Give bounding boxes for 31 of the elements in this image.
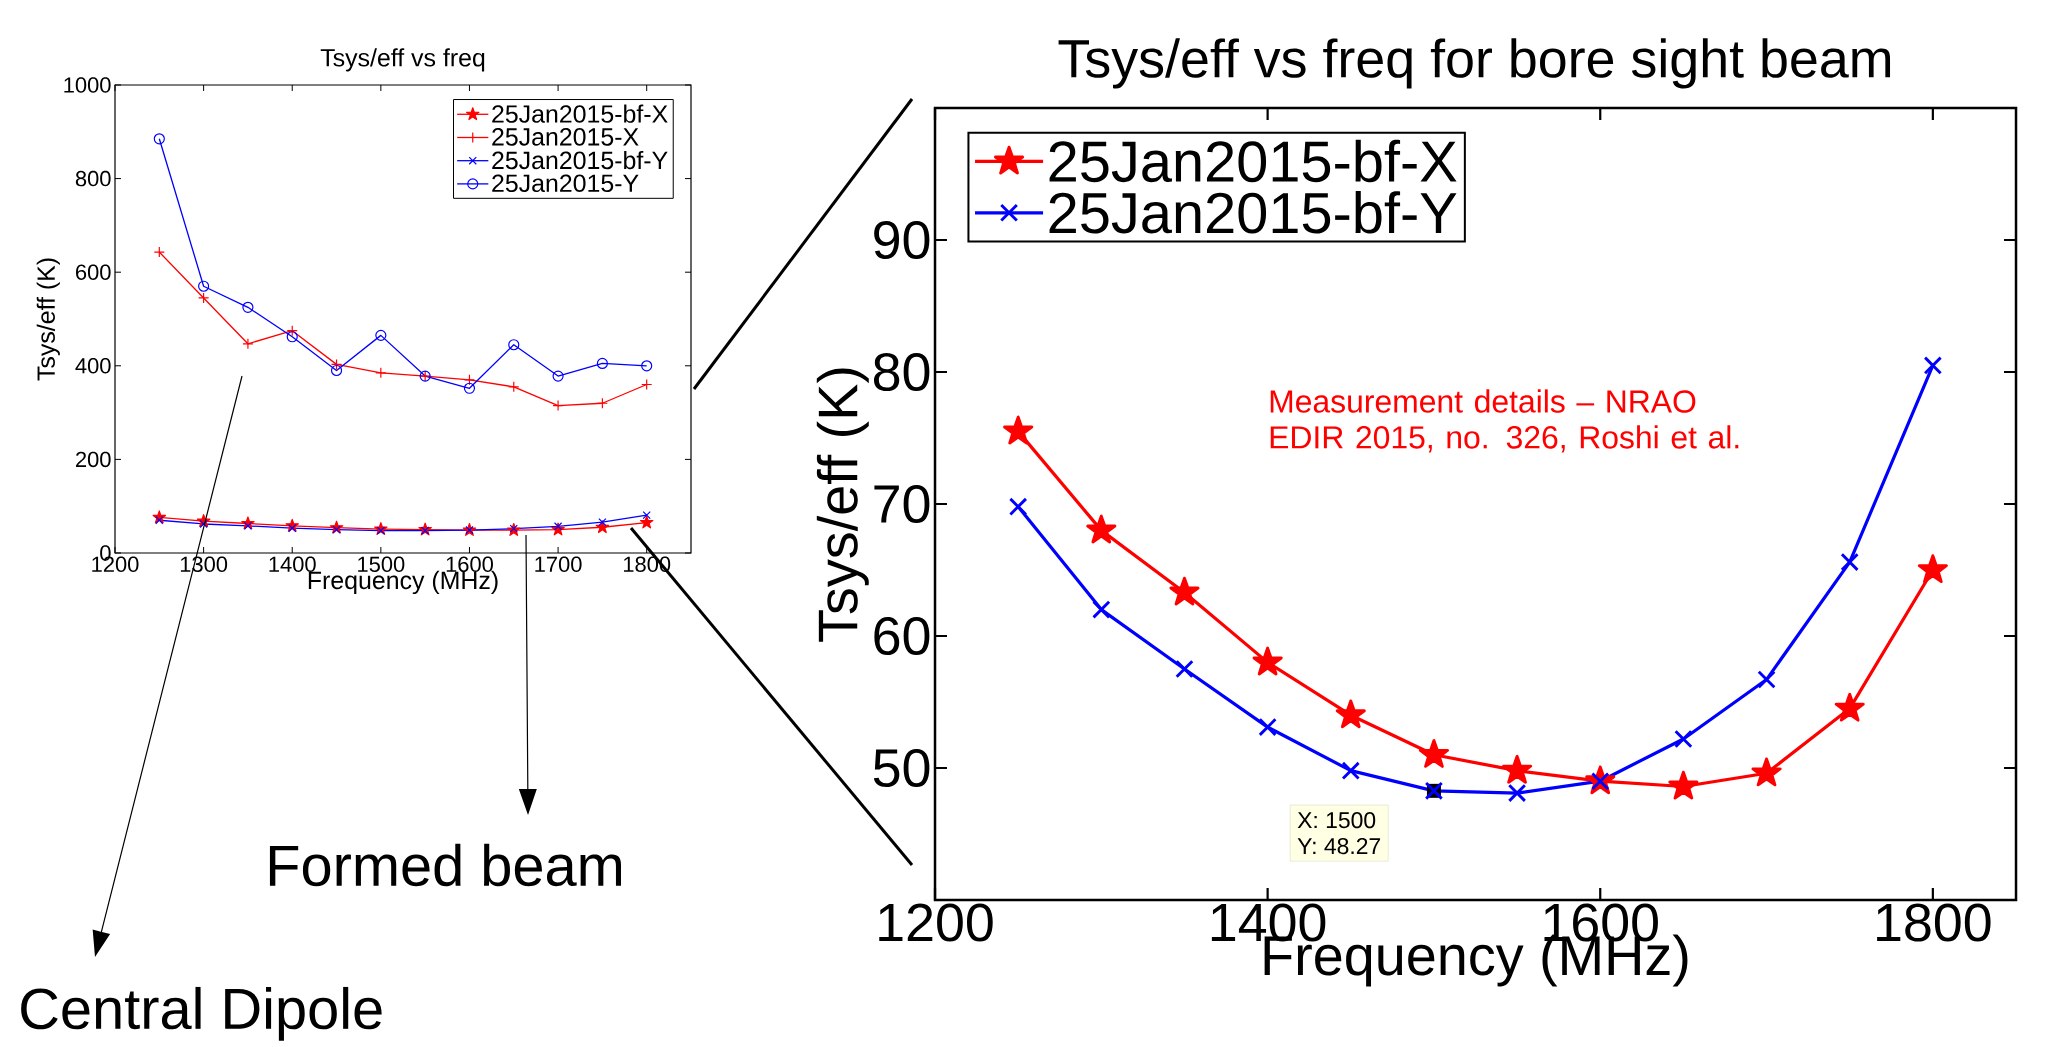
- legend-label: 25Jan2015-bf-X: [1049, 139, 1457, 183]
- x-tick-label: 1800: [1877, 903, 1991, 942]
- y-tick-label: 50: [873, 748, 930, 788]
- annotation: X: 1500: [1297, 812, 1376, 829]
- legend-label: 25Jan2015-bf-Y: [1049, 191, 1457, 234]
- x-tick-label: 1400: [269, 556, 316, 573]
- x-tick-label: 1700: [535, 556, 582, 573]
- y-axis-title: Tsys/eff (K): [816, 368, 869, 642]
- y-tick-label: 1000: [64, 77, 111, 93]
- chart-title: Tsys/eff vs freq: [320, 48, 485, 72]
- legend-label: 25Jan2015-bf-Y: [492, 150, 668, 170]
- text: Formed beam: [269, 843, 621, 887]
- annotation: Measurement details – NRAO EDIR 2015, no. 326, Roshi et al.: [1270, 389, 1739, 453]
- y-axis-title: Tsys/eff (K): [36, 258, 60, 381]
- y-tick-label: 800: [75, 170, 111, 187]
- y-tick-label: 400: [75, 358, 111, 374]
- y-tick-label: 90: [874, 220, 930, 260]
- y-tick-label: 70: [874, 484, 930, 524]
- legend-label: 25Jan2015-bf-X: [492, 104, 668, 123]
- y-tick-label: 600: [76, 264, 111, 280]
- x-tick-label: 1600: [446, 556, 493, 573]
- y-tick-label: 80: [873, 352, 930, 392]
- annotation: Y: 48.27: [1297, 837, 1381, 855]
- x-tick-label: 1500: [358, 556, 405, 573]
- x-tick-label: 1200: [879, 903, 993, 942]
- text: Central Dipole: [21, 986, 382, 1041]
- y-tick-label: 60: [874, 616, 930, 656]
- y-tick-label: 200: [76, 451, 111, 468]
- legend-label: 25Jan2015-Y: [492, 174, 639, 193]
- chart-title: Tsys/eff vs freq for bore sight beam: [1058, 38, 1891, 89]
- legend-label: 25Jan2015-X: [492, 128, 639, 146]
